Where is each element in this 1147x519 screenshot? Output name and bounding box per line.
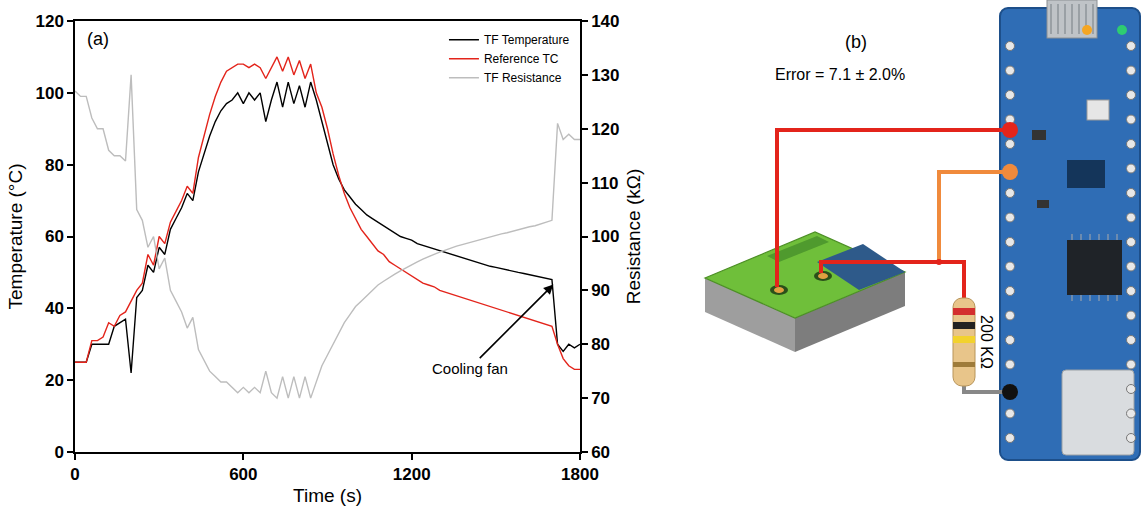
svg-text:100: 100: [591, 227, 619, 246]
svg-text:40: 40: [45, 299, 64, 318]
svg-text:1800: 1800: [561, 465, 599, 484]
svg-text:TF Temperature: TF Temperature: [484, 33, 569, 47]
svg-text:130: 130: [591, 66, 619, 85]
svg-text:80: 80: [45, 156, 64, 175]
svg-text:120: 120: [35, 12, 63, 31]
svg-text:Cooling fan: Cooling fan: [432, 360, 508, 377]
svg-text:Resistance (kΩ): Resistance (kΩ): [623, 169, 644, 305]
svg-text:600: 600: [229, 465, 257, 484]
svg-text:0: 0: [54, 443, 63, 462]
svg-text:70: 70: [591, 389, 610, 408]
svg-text:1200: 1200: [393, 465, 431, 484]
svg-text:110: 110: [591, 174, 618, 193]
svg-text:120: 120: [591, 120, 619, 139]
svg-text:Time (s): Time (s): [293, 485, 362, 506]
svg-text:(b): (b): [845, 32, 867, 52]
svg-text:0: 0: [70, 465, 79, 484]
svg-text:90: 90: [591, 281, 610, 300]
svg-text:60: 60: [591, 443, 610, 462]
svg-text:TF Resistance: TF Resistance: [484, 71, 562, 85]
svg-text:80: 80: [591, 335, 610, 354]
svg-text:(a): (a): [87, 29, 109, 49]
svg-text:100: 100: [35, 84, 63, 103]
svg-text:Reference TC: Reference TC: [484, 52, 559, 66]
svg-text:140: 140: [591, 12, 619, 31]
svg-text:Temperature (°C): Temperature (°C): [5, 164, 26, 310]
svg-text:60: 60: [45, 227, 64, 246]
svg-text:Error = 7.1 ± 2.0%: Error = 7.1 ± 2.0%: [775, 66, 905, 83]
svg-text:20: 20: [45, 371, 64, 390]
svg-text:200 KΩ: 200 KΩ: [978, 315, 995, 369]
